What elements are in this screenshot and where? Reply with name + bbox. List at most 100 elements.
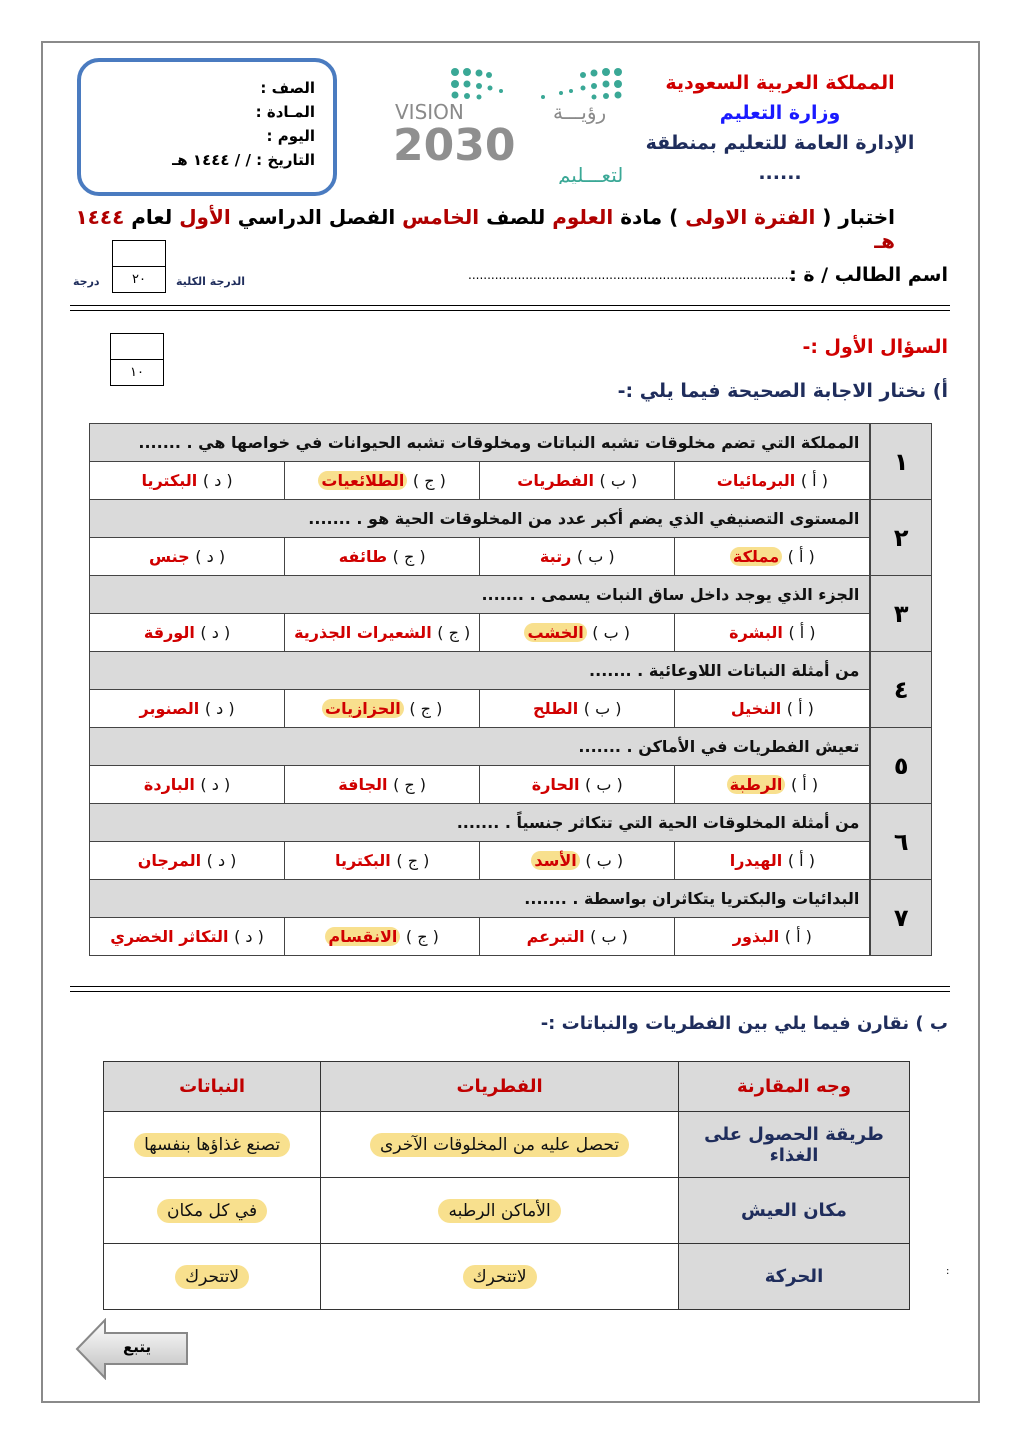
option-text: البذور [732,927,780,946]
question-row: ٣ الجزء الذي يوجد داخل ساق النبات يسمى .… [89,575,933,652]
comparison-row: الحركة لاتتحرك لاتتحرك [102,1243,910,1310]
correct-answer-highlight: الأسد [531,851,580,870]
question-row: ٥ تعيش الفطريات في الأماكن . ....... [89,727,933,804]
total-score-unit: درجة [73,275,100,288]
option-text: الباردة [143,775,195,794]
answer-option[interactable]: ( د ) البكتريا [88,461,286,500]
answer-cell[interactable]: تحصل عليه من المخلوقات الآخرى [320,1111,679,1178]
answer-option[interactable]: ( أ ) الرطبة [674,765,871,804]
answer-highlight: الأماكن الرطبه [438,1198,561,1223]
correct-answer-highlight: الرطبة [726,775,786,794]
question-number: ٦ [869,803,933,880]
question-text: تعيش الفطريات في الأماكن . ....... [89,727,871,766]
question-number: ١ [869,423,933,500]
answer-option[interactable]: ( أ ) الهيدرا [674,841,871,880]
answer-option[interactable]: ( د ) الصنوبر [88,689,286,728]
option-label: ( أ ) [790,775,819,794]
stray-mark: : [946,1266,950,1277]
answer-option[interactable]: ( ج ) الجافة [284,765,481,804]
answer-option[interactable]: ( د ) المرجان [88,841,286,880]
option-label: ( ب ) [583,699,622,718]
answer-option[interactable]: ( ج ) الحزازيات [284,689,481,728]
section-divider [70,986,950,992]
date-field[interactable]: التاريخ : / / ١٤٤٤ هـ [172,151,315,169]
student-name-input[interactable]: ........................................… [468,268,796,282]
answer-option[interactable]: ( ج ) الطلائعيات [284,461,481,500]
question-1-score-box: ١٠ [110,333,164,386]
answer-highlight: في كل مكان [156,1198,268,1223]
answer-option[interactable]: ( ب ) الأسد [479,841,676,880]
answer-option[interactable]: ( ب ) الحارة [479,765,676,804]
title-text: لعام [124,205,180,229]
answer-option[interactable]: ( أ ) مملكة [674,537,871,576]
answer-option[interactable]: ( أ ) البذور [674,917,871,956]
column-header: الفطريات [320,1061,679,1112]
option-label: ( أ ) [787,547,815,566]
option-label: ( د ) [200,775,231,794]
comparison-aspect: الحركة [678,1243,910,1310]
question-text: من أمثلة النباتات اللاوعائية . ....... [89,651,871,690]
title-period: الفترة الاولى [685,205,816,229]
day-field[interactable]: اليوم : [266,127,315,145]
question-1-heading: السؤال الأول :- [802,336,948,358]
question-text: المملكة التي تضم مخلوقات تشبه النباتات و… [89,423,871,462]
answer-option[interactable]: ( ب ) الفطريات [479,461,676,500]
option-label: ( د ) [206,851,237,870]
answer-option[interactable]: ( ج ) الانقسام [284,917,481,956]
next-page-label: يتبع [123,1338,152,1356]
option-text: البكتريا [141,471,198,490]
answer-option[interactable]: ( د ) الباردة [88,765,286,804]
answer-option[interactable]: ( ب ) التبرعم [479,917,676,956]
question-row: ٤ من أمثلة النباتات اللاوعائية . ....... [89,651,933,728]
answer-option[interactable]: ( ب ) رتبة [479,537,676,576]
answer-option[interactable]: ( أ ) النخيل [674,689,871,728]
option-text: الصنوبر [139,699,200,718]
question-row: ٦ من أمثلة المخلوقات الحية التي تتكاثر ج… [89,803,933,880]
mcq-table: ١ المملكة التي تضم مخلوقات تشبه النباتات… [88,423,933,956]
option-label: ( ج ) [412,471,446,490]
next-page-button[interactable]: يتبع [75,1317,190,1381]
question-number: ٥ [869,727,933,804]
answer-option[interactable]: ( د ) جنس [88,537,286,576]
answer-option[interactable]: ( ج ) طائفه [284,537,481,576]
option-label: ( أ ) [800,471,828,490]
title-text: للصف [479,205,553,229]
total-score-blank[interactable] [113,241,165,267]
option-label: ( أ ) [788,623,816,642]
option-text: الهيدرا [729,851,783,870]
grade-field[interactable]: الصف : [260,79,315,97]
correct-answer-highlight: الحزازيات [321,699,404,718]
answer-option[interactable]: ( د ) الورقة [88,613,286,652]
exam-info-box: الصف : المـادة : اليوم : التاريخ : / / ١… [77,58,337,196]
answer-cell[interactable]: الأماكن الرطبه [320,1177,679,1244]
option-label: ( د ) [234,927,264,946]
answer-cell[interactable]: في كل مكان [102,1177,322,1244]
answers-row: ( أ ) البرمائيات( ب ) الفطريات( ج ) الطل… [88,461,932,500]
option-label: ( ج ) [393,775,427,794]
answer-cell[interactable]: لاتتحرك [102,1243,322,1310]
question-row: ٧ البدائيات والبكتريا يتكاثران بواسطة . … [89,879,933,956]
option-text: جنس [149,547,190,566]
correct-answer-highlight: الطلائعيات [318,471,408,490]
question-1-score-blank[interactable] [111,334,163,360]
column-header: النباتات [102,1061,322,1112]
subject-field[interactable]: المـادة : [255,103,315,121]
option-label: ( أ ) [787,851,815,870]
option-label: ( ب ) [599,471,638,490]
answer-cell[interactable]: لاتتحرك [320,1243,679,1310]
svg-text:2030: 2030 [393,120,515,171]
column-header: وجه المقارنة [678,1061,910,1112]
answer-option[interactable]: ( ب ) الخشب [479,613,676,652]
answer-option[interactable]: ( ج ) الشعيرات الجذرية [284,613,481,652]
answer-highlight: لاتتحرك [175,1264,250,1289]
student-name-label: اسم الطالب / ة : [789,264,948,286]
title-grade: الخامس [402,205,480,229]
title-text: الفصل الدراسي [230,205,403,229]
question-1-score-value: ١٠ [130,365,144,380]
answer-option[interactable]: ( د ) التكاثر الخضري [88,917,286,956]
answer-cell[interactable]: تصنع غذاؤها بنفسها [102,1111,322,1178]
answer-option[interactable]: ( أ ) البشرة [674,613,871,652]
answer-option[interactable]: ( أ ) البرمائيات [674,461,871,500]
answer-option[interactable]: ( ج ) البكتريا [284,841,481,880]
answer-option[interactable]: ( ب ) الطلح [479,689,676,728]
